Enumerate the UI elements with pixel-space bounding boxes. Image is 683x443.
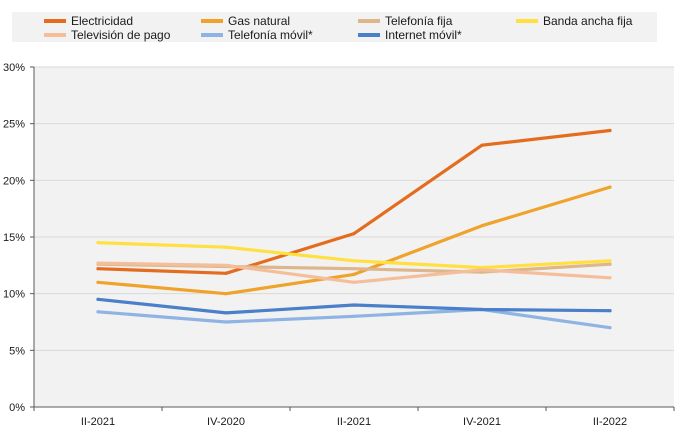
data-point [96,310,100,314]
data-point [608,309,612,313]
data-point [96,261,100,265]
legend-label: Electricidad [71,14,133,28]
y-tick-label: 30% [3,62,25,74]
x-tick-label: II-2021 [81,416,115,428]
legend-label: Telefonía móvil* [228,28,313,42]
data-point [608,276,612,280]
data-point [480,307,484,312]
legend-item: Banda ancha fija [516,14,633,28]
x-tick-label: II-2022 [593,416,627,428]
y-tick-label: 10% [3,289,25,301]
legend-item: Gas natural [201,14,290,28]
x-tick-label: II-2021 [337,416,371,428]
data-point [608,326,612,330]
data-point [608,128,612,133]
data-point [352,232,356,236]
legend-background [12,12,657,42]
grid [34,66,674,351]
legend-label: Banda ancha fija [543,14,633,28]
data-point [352,267,356,271]
legend: Electricidad Gas natural Telefonía fija Ban… [44,14,633,42]
data-point [352,259,356,263]
data-point [480,143,484,147]
data-point [608,259,612,263]
data-point [96,241,100,245]
legend-item: Telefonía fija [358,14,453,28]
data-point [96,297,100,301]
y-axis: 0% 5% 10% 15% 20% 25% 30% [3,62,35,414]
y-tick-label: 15% [3,232,25,244]
legend-label: Televisión de pago [71,28,171,42]
data-point [224,311,228,315]
legend-label: Gas natural [228,14,290,28]
data-point [608,185,612,189]
x-axis: II-2021 IV-2020 II-2021 IV-2021 II-2022 [33,406,675,428]
data-point [224,245,228,249]
data-point [96,267,100,271]
data-point [224,263,228,267]
legend-item: Telefonía móvil* [201,28,313,42]
data-point [352,314,356,318]
legend-item: Electricidad [44,14,133,28]
legend-item: Internet móvil* [358,28,462,42]
data-point [224,271,228,275]
data-point [96,280,100,284]
y-tick-label: 20% [3,175,25,187]
legend-label: Telefonía fija [385,14,453,28]
x-tick-label: IV-2021 [463,416,501,428]
y-tick-label: 5% [9,345,25,357]
series-group [96,128,612,330]
data-point [224,292,228,296]
data-point [352,280,356,284]
data-point [352,272,356,276]
data-point [352,303,356,307]
y-tick-label: 25% [3,119,25,131]
y-tick-label: 0% [9,402,25,414]
data-point [224,320,228,324]
legend-label: Internet móvil* [385,28,462,42]
data-point [480,224,484,228]
legend-item: Televisión de pago [44,28,171,42]
data-point [480,268,484,272]
data-point [608,262,612,266]
x-tick-label: IV-2020 [207,416,245,428]
